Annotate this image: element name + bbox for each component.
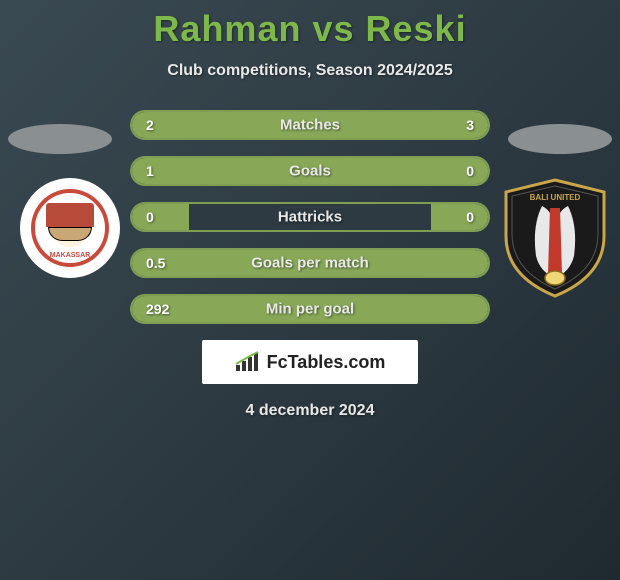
bar-left <box>132 204 189 230</box>
stat-value-left: 1 <box>146 163 154 179</box>
stats-container: 2 3 Matches 1 0 Goals 0 0 Hattricks 0.5 Goals per … <box>0 110 620 420</box>
stat-row: 0 0 Hattricks <box>130 202 490 232</box>
stat-row: 2 3 Matches <box>130 110 490 140</box>
stat-label: Matches <box>280 117 340 134</box>
stat-label: Goals per match <box>251 255 369 272</box>
stat-row: 292 Min per goal <box>130 294 490 324</box>
stat-value-right: 0 <box>466 209 474 225</box>
subtitle: Club competitions, Season 2024/2025 <box>0 62 620 80</box>
brand-text: FcTables.com <box>267 352 386 373</box>
stat-label: Min per goal <box>266 301 354 318</box>
stat-row: 1 0 Goals <box>130 156 490 186</box>
stat-value-right: 0 <box>466 163 474 179</box>
bar-right <box>431 204 488 230</box>
stat-label: Goals <box>289 163 331 180</box>
stat-value-left: 292 <box>146 301 169 317</box>
stat-label: Hattricks <box>278 209 342 226</box>
stat-row: 0.5 Goals per match <box>130 248 490 278</box>
chart-icon <box>235 351 261 373</box>
stat-value-left: 0.5 <box>146 255 165 271</box>
stat-value-right: 3 <box>466 117 474 133</box>
stat-value-left: 2 <box>146 117 154 133</box>
bar-right <box>431 158 488 184</box>
stat-bars: 2 3 Matches 1 0 Goals 0 0 Hattricks 0.5 Goals per … <box>130 110 490 324</box>
stat-value-left: 0 <box>146 209 154 225</box>
page-title: Rahman vs Reski <box>0 0 620 50</box>
date-text: 4 december 2024 <box>0 402 620 420</box>
brand-box: FcTables.com <box>202 340 418 384</box>
